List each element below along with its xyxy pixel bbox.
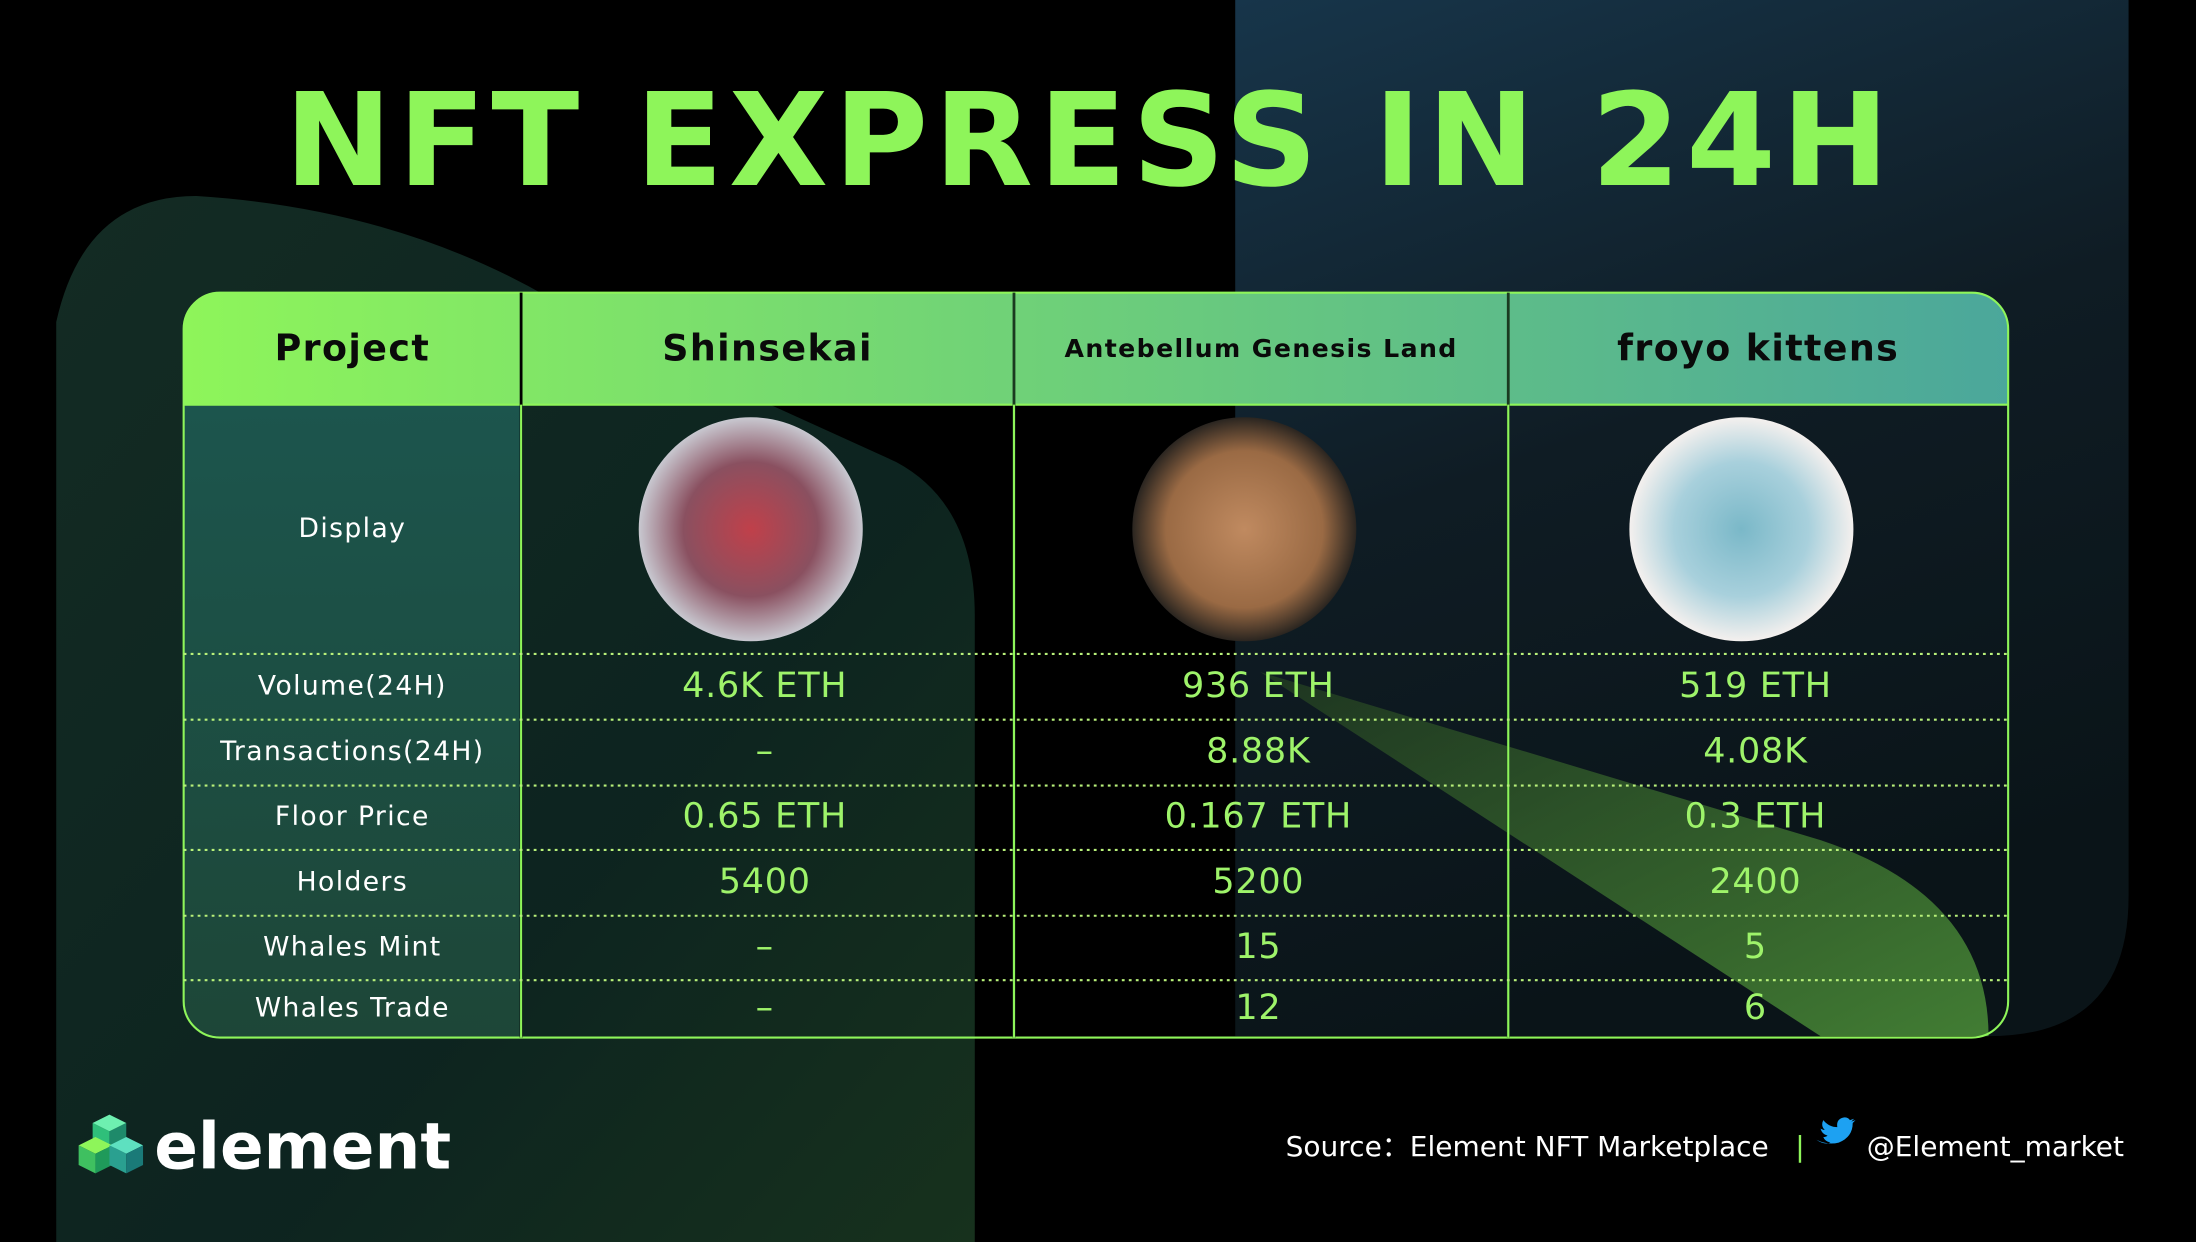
row-label: Volume(24H) (258, 670, 447, 701)
header-cell: Project (275, 327, 431, 370)
header-bg (183, 292, 2009, 405)
brand: element (154, 1110, 451, 1185)
value-cell: 5200 (1212, 862, 1304, 902)
value-cell: – (756, 732, 774, 772)
header-cell: froyo kittens (1617, 327, 1899, 370)
row-label: Display (298, 513, 406, 544)
header-cell: Antebellum Genesis Land (1065, 334, 1458, 363)
value-cell: 2400 (1709, 862, 1801, 902)
table-body (183, 292, 2009, 1038)
value-cell: 936 ETH (1182, 666, 1335, 706)
value-cell: 5400 (719, 862, 811, 902)
header-cell: Shinsekai (662, 327, 873, 370)
separator: | (1795, 1130, 1804, 1163)
value-cell: 0.167 ETH (1165, 797, 1352, 837)
logo (78, 1114, 144, 1174)
value-cell: 519 ETH (1679, 666, 1832, 706)
value-cell: 8.88K (1206, 732, 1311, 772)
row-label: Transactions(24H) (219, 736, 484, 767)
value-cell: 4.08K (1703, 732, 1808, 772)
row-label: Floor Price (275, 801, 430, 832)
table: Project Shinsekai Antebellum Genesis Land f… (182, 291, 2010, 1039)
value-cell: 4.6K ETH (682, 666, 847, 706)
row-label: Whales Mint (263, 931, 442, 962)
label-column-bg (183, 404, 522, 1038)
nft-image (1132, 417, 1357, 642)
value-cell: 0.3 ETH (1685, 797, 1827, 837)
table-border (182, 291, 2010, 1039)
value-cell: – (756, 927, 774, 967)
value-cell: 12 (1235, 988, 1281, 1028)
nft-image (1629, 417, 1854, 642)
twitter-icon (1816, 1117, 1856, 1144)
nft-image (638, 417, 863, 642)
value-cell: 0.65 ETH (683, 797, 847, 837)
value-cell: 15 (1235, 927, 1281, 967)
source: Source：Element NFT Marketplace (1286, 1130, 1769, 1163)
value-cell: 6 (1744, 988, 1767, 1028)
twitter-handle: @Element_market (1867, 1130, 2124, 1163)
value-cell: – (756, 988, 774, 1028)
title: NFT EXPRESS IN 24H (284, 66, 1894, 216)
row-label: Holders (297, 866, 408, 897)
bg-wedge (1260, 672, 1989, 1037)
value-cell: 5 (1744, 927, 1767, 967)
row-label: Whales Trade (255, 992, 450, 1023)
